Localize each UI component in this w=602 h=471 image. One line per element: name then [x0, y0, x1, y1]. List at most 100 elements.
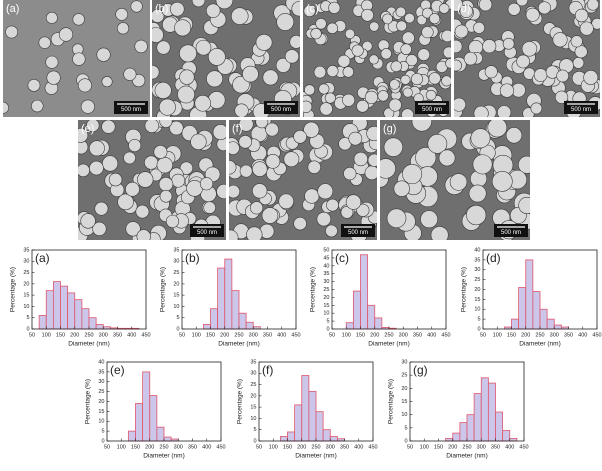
scale-text: 500 nm [197, 230, 217, 236]
y-tick-label: 15 [401, 399, 407, 405]
particle [574, 45, 588, 59]
particle [445, 58, 451, 69]
particle [470, 128, 491, 149]
particle [537, 1, 552, 15]
y-tick-label: 0 [176, 326, 179, 332]
x-tick-label: 250 [462, 444, 471, 450]
x-tick-label: 300 [249, 332, 258, 338]
bar [480, 377, 489, 442]
particle [255, 34, 273, 51]
particle [238, 135, 252, 149]
scale-text: 500 nm [501, 230, 521, 236]
particle [364, 90, 379, 104]
y-axis-label: Percentage (%) [237, 379, 244, 424]
particle [315, 18, 327, 30]
particle [31, 99, 44, 113]
particle [303, 4, 316, 17]
bar [553, 324, 562, 330]
x-tick-label: 100 [192, 332, 201, 338]
particle [411, 120, 432, 132]
particle [554, 90, 569, 104]
y-tick-label: 0 [477, 326, 480, 332]
particle [348, 131, 363, 146]
x-tick-label: 50 [256, 444, 262, 450]
x-tick-label: 150 [434, 444, 443, 450]
bar [315, 411, 324, 442]
scale-text: 500 nm [121, 107, 141, 113]
x-tick-label: 450 [291, 332, 300, 338]
particle [232, 76, 250, 94]
x-tick-label: 400 [427, 332, 436, 338]
bar [287, 431, 296, 442]
x-axis-label: Diameter (nm) [295, 453, 337, 460]
x-tick-label: 250 [84, 332, 93, 338]
particle [441, 75, 451, 87]
y-tick-label: 20 [98, 399, 104, 405]
particle [252, 161, 268, 177]
y-tick-label: 25 [250, 382, 256, 388]
particle [27, 78, 41, 92]
bar [81, 308, 90, 330]
particle [382, 13, 393, 25]
particle [507, 2, 521, 16]
bar [532, 291, 541, 330]
scale-text: 500 nm [422, 107, 442, 113]
y-tick-label: 50 [323, 247, 329, 253]
particle [572, 57, 585, 69]
particle [229, 184, 241, 199]
y-tick-label: 45 [323, 255, 329, 261]
particle [400, 74, 411, 85]
particle [425, 89, 437, 101]
y-tick-label: 25 [173, 270, 179, 276]
y-tick-label: 5 [326, 319, 329, 325]
particle [179, 161, 194, 175]
panel-label: (g) [413, 363, 428, 377]
particle [229, 141, 240, 155]
y-tick-label: 35 [173, 247, 179, 253]
particle [128, 138, 142, 152]
particle [530, 102, 543, 115]
y-tick-label: 0 [101, 438, 104, 444]
y-tick-label: 10 [250, 416, 256, 422]
x-tick-label: 200 [521, 332, 530, 338]
particle [515, 0, 529, 7]
x-tick-label: 250 [384, 332, 393, 338]
particle [137, 171, 154, 188]
y-tick-label: 0 [326, 326, 329, 332]
y-tick-label: 15 [23, 293, 29, 299]
particle [215, 0, 234, 10]
particle [38, 36, 51, 49]
particle [420, 210, 439, 229]
particle [165, 214, 180, 228]
particle [262, 69, 279, 86]
x-tick-label: 300 [477, 444, 486, 450]
particle [78, 127, 89, 143]
y-tick-label: 10 [23, 304, 29, 310]
x-tick-label: 450 [441, 332, 450, 338]
particle [502, 37, 515, 50]
particle [396, 20, 408, 32]
y-tick-label: 5 [404, 425, 407, 431]
particle [123, 151, 136, 165]
particle [293, 130, 307, 144]
y-axis-label: Percentage (%) [160, 267, 167, 312]
y-tick-label: 0 [253, 438, 256, 444]
y-tick-label: 35 [23, 247, 29, 253]
y-tick-label: 35 [250, 359, 256, 365]
particle [216, 183, 226, 200]
x-tick-label: 450 [519, 444, 528, 450]
y-tick-label: 10 [323, 311, 329, 317]
bar [473, 393, 482, 442]
y-tick-label: 30 [98, 379, 104, 385]
x-tick-label: 150 [131, 444, 140, 450]
particle [144, 120, 160, 133]
particle [234, 103, 249, 117]
particle [304, 84, 316, 96]
y-tick-label: 10 [401, 412, 407, 418]
panel-label: (f) [232, 123, 242, 135]
particle [88, 140, 105, 157]
x-tick-label: 400 [277, 332, 286, 338]
particle [459, 4, 473, 18]
bar [45, 290, 54, 330]
particle [473, 105, 489, 117]
